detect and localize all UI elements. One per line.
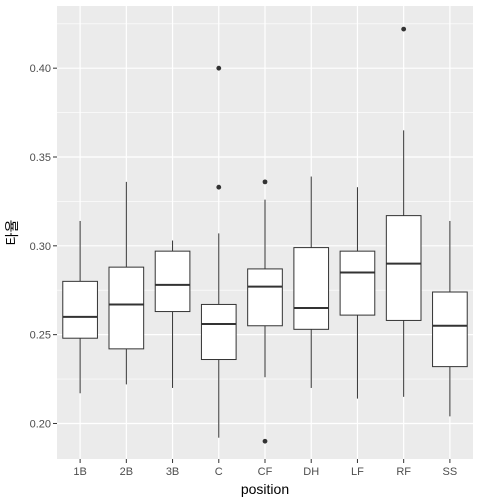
box-ss xyxy=(432,220,468,417)
x-tick-label: CF xyxy=(258,466,273,478)
x-axis-title: position xyxy=(241,481,289,497)
box-rf xyxy=(385,26,422,397)
box-3b xyxy=(154,240,191,388)
x-tick-label: RF xyxy=(396,466,411,478)
y-axis-title: 타율 xyxy=(4,220,20,246)
x-tick-label: 3B xyxy=(166,466,179,478)
y-tick-label: 0.25 xyxy=(30,330,51,342)
iqr-box xyxy=(385,215,422,321)
outlier-point xyxy=(401,26,407,32)
x-tick-label: SS xyxy=(443,466,458,478)
outlier-point xyxy=(262,179,268,185)
iqr-box xyxy=(432,291,468,368)
x-tick-label: C xyxy=(215,466,223,478)
x-axis: 1B 2B 3B C CF DH LF RF SS xyxy=(73,459,457,478)
y-tick-label: 0.40 xyxy=(30,63,51,75)
box-2b xyxy=(108,181,145,385)
iqr-box xyxy=(200,303,237,361)
y-tick-label: 0.30 xyxy=(30,241,51,253)
outlier-point xyxy=(216,65,222,71)
box-lf xyxy=(339,187,376,399)
iqr-box xyxy=(339,250,376,316)
y-tick-label: 0.35 xyxy=(30,152,51,164)
box-c xyxy=(200,65,237,438)
box-1b xyxy=(62,220,98,394)
y-tick-label: 0.20 xyxy=(30,418,51,430)
iqr-box xyxy=(293,247,330,330)
iqr-box xyxy=(108,266,145,350)
iqr-box xyxy=(247,268,283,327)
box-layer xyxy=(62,26,468,444)
box-dh xyxy=(293,176,330,388)
y-axis: 0.20 0.25 0.30 0.35 0.40 xyxy=(30,63,57,430)
iqr-box xyxy=(62,280,98,339)
outlier-point xyxy=(216,184,222,190)
x-tick-label: DH xyxy=(303,466,319,478)
outlier-point xyxy=(262,438,268,444)
x-tick-label: LF xyxy=(351,466,364,478)
box-cf xyxy=(247,179,283,444)
x-tick-label: 2B xyxy=(120,466,133,478)
iqr-box xyxy=(154,250,191,313)
x-tick-label: 1B xyxy=(73,466,86,478)
